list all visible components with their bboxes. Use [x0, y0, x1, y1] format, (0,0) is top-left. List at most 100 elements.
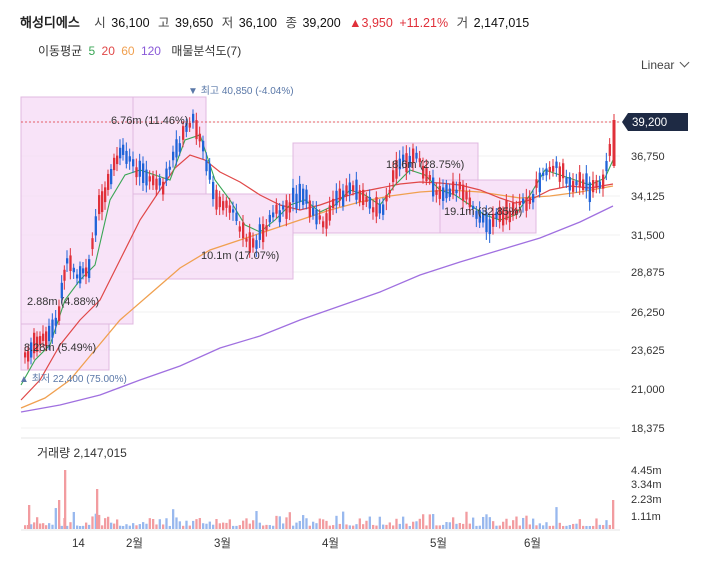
high-label: 고 — [158, 16, 170, 30]
profile-label-2: 2.88m (4.88%) — [27, 296, 99, 308]
volume-bar — [528, 524, 531, 529]
candle-body — [502, 210, 505, 226]
volume-bar — [104, 518, 107, 529]
candle-body — [135, 167, 138, 178]
volume-bar — [602, 525, 605, 529]
time-tick-label: 3월 — [214, 537, 231, 550]
volume-bar — [335, 515, 338, 529]
candle-body — [242, 222, 245, 239]
time-tick-label: 6월 — [524, 537, 541, 550]
volume-tick-label: 1.11m — [631, 511, 661, 523]
volume-bar — [202, 523, 205, 529]
candle-body — [285, 200, 288, 219]
volume-bar — [138, 524, 141, 529]
volume-bar — [155, 524, 158, 529]
volume-bar — [272, 525, 275, 529]
candle-body — [492, 213, 495, 227]
candle-body — [608, 144, 611, 156]
volume-bar — [142, 522, 145, 529]
profile-box-1 — [20, 323, 110, 371]
volume-bar — [262, 525, 265, 529]
profile-box-2 — [20, 96, 134, 325]
candle-body — [282, 205, 285, 210]
volume-profile-toggle[interactable]: 매물분석도(7) — [171, 44, 242, 58]
candle-body — [352, 185, 355, 192]
volume-profile-labels: 8.28m (5.49%) 2.88m (4.88%) 6.76m (11.46… — [24, 115, 522, 354]
candle-body — [442, 187, 445, 201]
candle-body — [145, 169, 148, 186]
scale-selector[interactable]: Linear — [641, 57, 690, 72]
candle-body — [262, 224, 265, 243]
open-value: 36,100 — [111, 16, 150, 30]
volume-bar — [232, 525, 235, 529]
candle-body — [185, 123, 188, 132]
volume-bar — [125, 524, 128, 529]
profile-label-6: 19.1m (32.85%) — [444, 206, 522, 218]
candle-body — [342, 190, 345, 207]
candle-body — [202, 140, 205, 152]
volume-bar — [268, 525, 271, 529]
candle-body — [582, 179, 585, 191]
candle-body — [66, 258, 69, 264]
volume-bar — [110, 522, 113, 529]
volume-bar — [235, 525, 238, 529]
candle-body — [305, 189, 308, 204]
volume-bar — [66, 525, 69, 529]
candle-body — [54, 317, 57, 326]
time-axis: 14 2월 3월 4월 5월 6월 — [72, 537, 541, 550]
volume-bar — [48, 523, 51, 529]
candle-body — [128, 156, 131, 162]
candle-body — [605, 160, 608, 172]
ma-60-line — [20, 185, 614, 409]
volume-bar — [465, 511, 468, 529]
volume-bar — [438, 525, 441, 529]
volume-bar — [362, 524, 365, 529]
candle-body — [98, 195, 101, 215]
volume-bar — [208, 521, 211, 529]
volume-bar — [218, 523, 221, 529]
candle-body — [555, 161, 558, 169]
candle-body — [382, 204, 385, 215]
candle-body — [425, 167, 428, 182]
profile-label-1: 8.28m (5.49%) — [24, 342, 96, 354]
candle-body — [435, 190, 438, 195]
candle-body — [148, 176, 151, 182]
volume-bar — [388, 522, 391, 529]
candle-body — [122, 144, 125, 155]
candle-body — [568, 177, 571, 191]
volume-bar — [148, 518, 151, 529]
candle-body — [542, 172, 545, 176]
candle-body — [525, 197, 528, 211]
volume-bar — [352, 525, 355, 529]
volume-bar — [132, 523, 135, 529]
volume-bar — [165, 518, 168, 529]
volume-bar — [598, 524, 601, 529]
candle-body — [235, 212, 238, 221]
volume-bar — [605, 520, 608, 529]
candle-body — [322, 221, 325, 228]
volume-bar — [228, 519, 231, 529]
candle-body — [152, 175, 155, 186]
volume-bar — [116, 519, 119, 529]
candle-body — [375, 197, 378, 217]
candle-body — [255, 240, 258, 249]
volume-bar — [94, 513, 97, 529]
volume-bar — [368, 516, 371, 529]
candle-body — [318, 215, 321, 220]
candle-body — [248, 232, 251, 253]
volume-bar — [428, 514, 431, 529]
moving-average-legend[interactable]: 이동평균 5 20 60 120 매물분석도(7) — [38, 42, 244, 59]
candle-body — [428, 175, 431, 180]
candle-body — [308, 200, 311, 218]
candle-body — [182, 126, 185, 140]
volume-bar — [215, 519, 218, 529]
volume-bar — [192, 520, 195, 529]
candle-body — [39, 336, 42, 346]
candle-body — [138, 160, 141, 177]
candle-body — [192, 113, 195, 123]
candle-body — [225, 200, 228, 208]
volume-bar — [278, 516, 281, 529]
candle-body — [107, 173, 110, 190]
volume-bar — [42, 523, 45, 529]
